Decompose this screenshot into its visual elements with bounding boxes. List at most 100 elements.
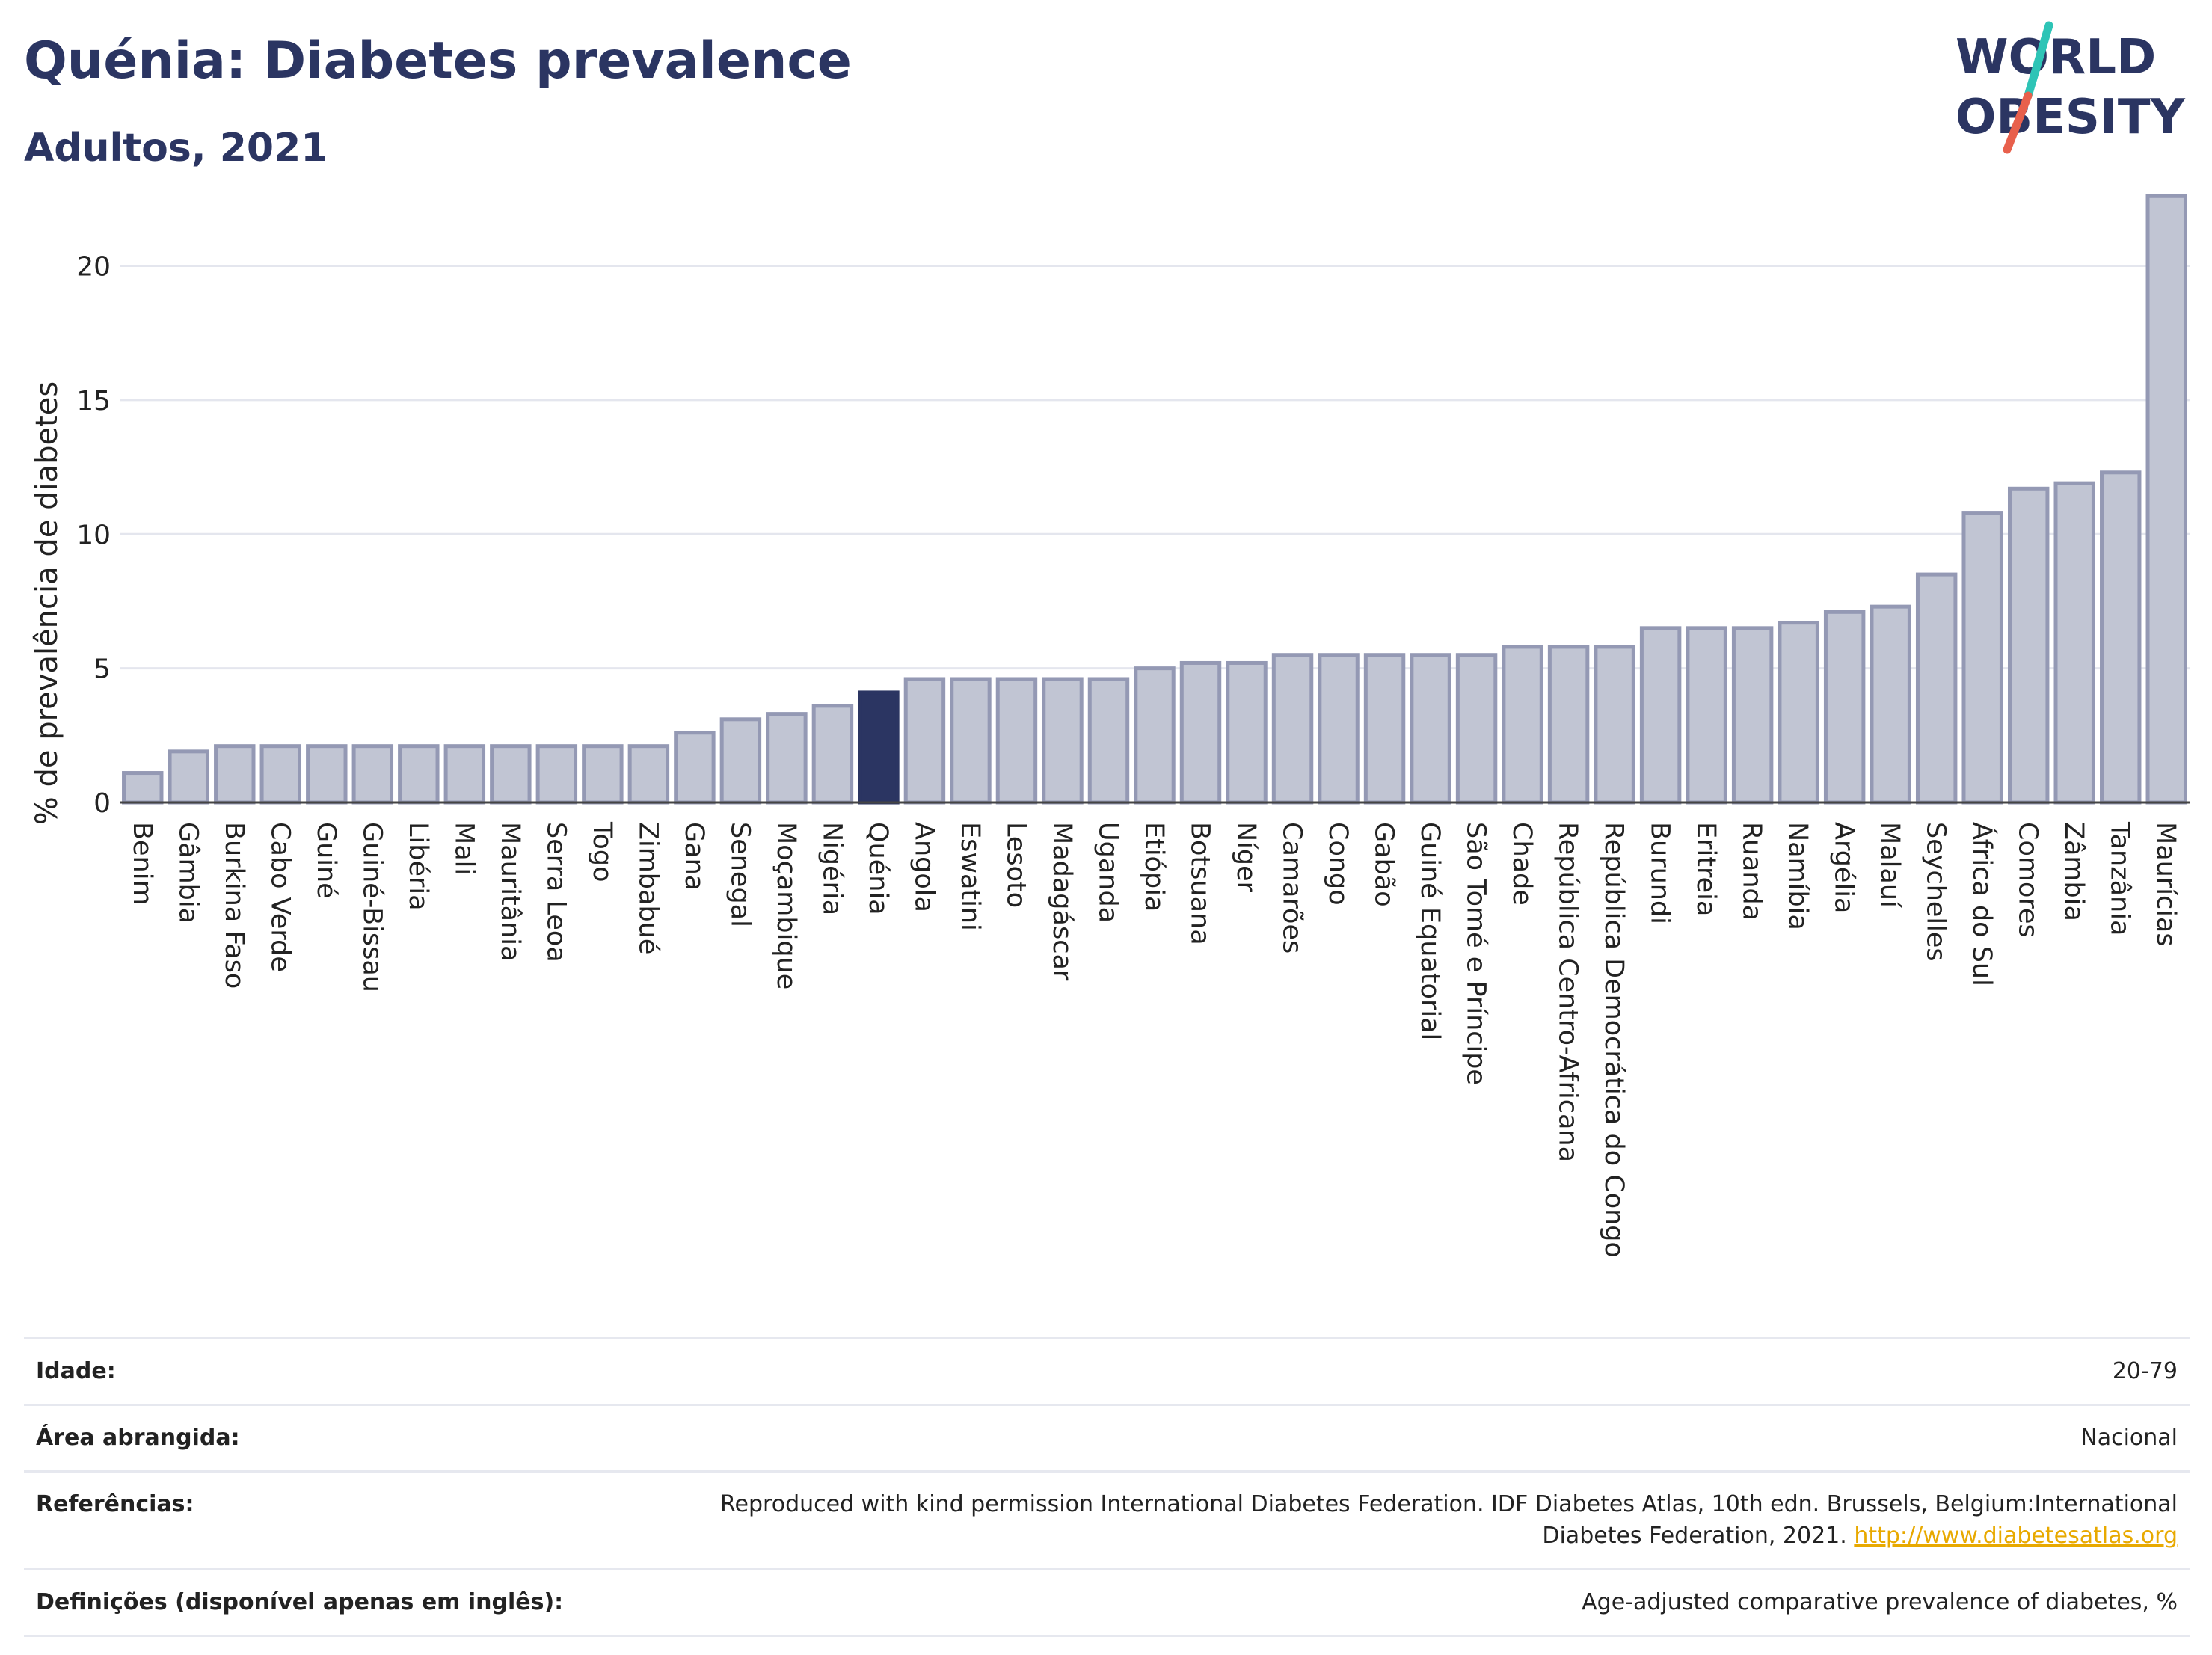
x-tick-label: Malauí	[1875, 822, 1905, 909]
x-tick-label: Argélia	[1829, 822, 1859, 913]
bars	[122, 194, 2187, 805]
logo-line-2: OBESITY	[1956, 90, 2185, 145]
bar	[1870, 604, 1911, 805]
bar	[2007, 486, 2050, 805]
x-tick-label: Cabo Verde	[265, 822, 295, 972]
info-row: Área abrangida: Nacional	[24, 1404, 2190, 1470]
logo-slash-coral	[2003, 91, 2033, 154]
x-tick-label: Mauritânia	[495, 822, 525, 961]
x-tick-label: Maurícias	[2151, 822, 2181, 947]
y-tick-label: 5	[93, 654, 111, 685]
bar	[1915, 572, 1958, 805]
bar	[1042, 677, 1084, 805]
bar	[950, 677, 992, 805]
bar	[259, 744, 302, 805]
chart-subtitle: Adultos, 2021	[24, 126, 328, 171]
bar	[1363, 653, 1406, 805]
bar	[2145, 194, 2187, 805]
bar	[1318, 653, 1360, 805]
bar	[627, 744, 670, 805]
info-table: Idade: 20-79 Área abrangida: Nacional Referê…	[24, 1337, 2190, 1637]
bar	[1547, 645, 1590, 805]
bar	[766, 712, 808, 805]
bar	[1134, 666, 1176, 805]
x-tick-label: Guiné Equatorial	[1415, 822, 1445, 1040]
x-tick-label: República Centro-Africana	[1553, 822, 1583, 1162]
y-tick-label: 15	[76, 386, 111, 417]
bar	[719, 717, 762, 805]
x-tick-label: Burkina Faso	[219, 822, 249, 989]
chart-title: Quénia: Diabetes prevalence	[24, 31, 852, 90]
x-tick-label: Chade	[1507, 822, 1537, 906]
x-tick-label: Guiné-Bissau	[357, 822, 387, 992]
x-tick-label: Guiné	[311, 822, 341, 899]
x-tick-label: Tanzânia	[2105, 821, 2135, 936]
x-tick-label: Seychelles	[1921, 822, 1951, 962]
bar	[1731, 626, 1774, 805]
x-tick-label: Zimbabué	[633, 822, 663, 954]
x-tick-label: Etiópia	[1139, 822, 1169, 912]
x-tick-label: Zâmbia	[2059, 822, 2089, 921]
bar	[2053, 481, 2095, 805]
reference-link[interactable]: http://www.diabetesatlas.org	[1854, 1523, 2178, 1549]
bar	[351, 744, 394, 805]
info-value-text: Reproduced with kind permission Internat…	[720, 1491, 2178, 1549]
x-tick-label: Comores	[2013, 822, 2043, 938]
info-value: Age-adjusted comparative prevalence of d…	[1582, 1587, 2178, 1618]
y-axis-label: % de prevalência de diabetes	[30, 381, 64, 825]
bar	[903, 677, 946, 805]
x-tick-label: Níger	[1231, 822, 1261, 893]
bar-chart: 0 5 10 15 20 Benim Gâmbia Burkina Faso Cabo Ver…	[30, 194, 2190, 1258]
info-label: Referências:	[36, 1491, 194, 1517]
bar	[858, 690, 900, 805]
bar	[1594, 645, 1635, 805]
x-tick-label: África do Sul	[1967, 822, 1998, 986]
info-row: Referências: Reproduced with kind permiss…	[24, 1470, 2190, 1568]
info-label: Idade:	[36, 1358, 116, 1384]
bar	[674, 731, 716, 805]
bar	[1639, 626, 1682, 805]
bar	[1410, 653, 1451, 805]
x-tick-label: Benim	[127, 822, 157, 906]
x-tick-label: Gabão	[1369, 822, 1399, 907]
x-tick-label: Lesoto	[1001, 822, 1030, 908]
bar	[1271, 653, 1314, 805]
x-tick-label: Nigéria	[817, 822, 847, 915]
bar	[306, 744, 348, 805]
bar	[1087, 677, 1130, 805]
logo-line-1: WORLD	[1956, 30, 2156, 85]
x-tick-label: Burundi	[1645, 822, 1675, 924]
bar	[1226, 660, 1268, 805]
x-tick-label: Uganda	[1093, 822, 1122, 923]
info-value: 20-79	[2113, 1356, 2178, 1387]
y-tick-label: 0	[93, 788, 111, 819]
x-tick-label: Ruanda	[1737, 822, 1767, 921]
bar	[398, 744, 440, 805]
x-tick-label: Angola	[909, 822, 938, 912]
x-tick-label: Mali	[449, 822, 479, 875]
info-row: Definições (disponível apenas em inglês)…	[24, 1568, 2190, 1637]
world-obesity-logo: WORLD OBESITY	[1956, 21, 2185, 154]
x-tick-label: Gâmbia	[173, 822, 203, 924]
x-tick-label: São Tomé e Príncipe	[1461, 822, 1491, 1085]
info-value-text: Nacional	[2080, 1425, 2178, 1451]
x-tick-label: República Democrática do Congo	[1599, 822, 1629, 1258]
x-tick-label: Serra Leoa	[541, 822, 571, 962]
x-tick-label: Togo	[587, 821, 617, 882]
bar	[811, 704, 854, 805]
bar	[535, 744, 578, 805]
bar	[1823, 610, 1866, 805]
bar	[214, 744, 256, 805]
bar	[1961, 511, 2003, 805]
bar	[582, 744, 624, 805]
bar	[490, 744, 532, 805]
info-row: Idade: 20-79	[24, 1337, 2190, 1404]
x-tick-label: Moçambique	[771, 822, 801, 989]
logo-slash-teal	[2024, 21, 2053, 100]
bar	[1686, 626, 1727, 805]
info-value: Nacional	[2080, 1422, 2178, 1454]
x-tick-label: Eswatini	[955, 822, 985, 931]
info-value-text: Age-adjusted comparative prevalence of d…	[1582, 1589, 2178, 1615]
info-value-text: 20-79	[2112, 1358, 2178, 1384]
bar	[1455, 653, 1498, 805]
